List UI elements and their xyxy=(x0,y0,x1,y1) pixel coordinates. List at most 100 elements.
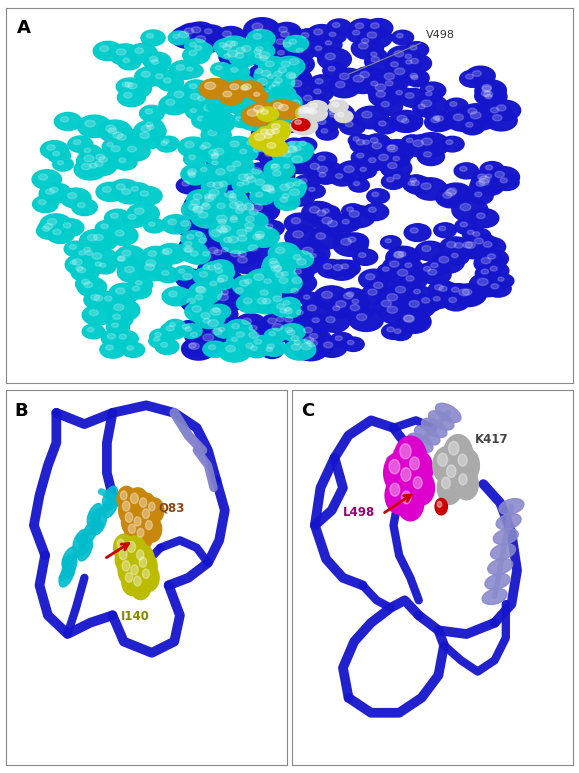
Circle shape xyxy=(113,155,137,170)
Circle shape xyxy=(368,207,376,213)
Circle shape xyxy=(353,137,359,141)
Circle shape xyxy=(387,294,398,301)
Circle shape xyxy=(490,266,497,271)
Circle shape xyxy=(481,250,508,267)
Circle shape xyxy=(213,177,240,195)
Circle shape xyxy=(288,265,314,282)
Ellipse shape xyxy=(496,513,521,530)
Circle shape xyxy=(173,34,179,39)
Circle shape xyxy=(446,250,469,265)
Circle shape xyxy=(439,257,449,263)
Circle shape xyxy=(219,45,254,68)
Ellipse shape xyxy=(91,512,107,535)
Circle shape xyxy=(140,498,146,507)
Circle shape xyxy=(467,230,474,234)
Circle shape xyxy=(176,177,201,194)
Circle shape xyxy=(196,164,218,179)
Ellipse shape xyxy=(482,588,507,604)
Circle shape xyxy=(379,288,415,312)
Circle shape xyxy=(84,290,113,310)
Circle shape xyxy=(468,228,491,243)
Circle shape xyxy=(61,188,91,208)
Circle shape xyxy=(203,203,209,206)
Circle shape xyxy=(366,49,387,63)
Circle shape xyxy=(168,291,177,297)
Circle shape xyxy=(318,156,325,161)
Circle shape xyxy=(355,23,364,29)
Circle shape xyxy=(493,114,502,121)
Circle shape xyxy=(187,189,215,209)
Circle shape xyxy=(356,35,380,51)
Circle shape xyxy=(215,66,222,70)
Circle shape xyxy=(182,324,189,329)
Circle shape xyxy=(106,299,140,322)
Circle shape xyxy=(247,29,275,48)
Circle shape xyxy=(187,298,195,304)
Circle shape xyxy=(474,238,483,244)
Circle shape xyxy=(455,243,463,248)
Circle shape xyxy=(390,62,398,67)
Circle shape xyxy=(221,226,231,232)
Circle shape xyxy=(117,539,124,549)
Circle shape xyxy=(278,298,301,312)
Circle shape xyxy=(266,107,285,120)
Circle shape xyxy=(142,121,164,137)
Circle shape xyxy=(384,452,415,493)
Circle shape xyxy=(98,120,132,142)
Circle shape xyxy=(251,90,268,102)
Circle shape xyxy=(263,186,286,200)
Circle shape xyxy=(240,224,262,239)
Circle shape xyxy=(227,165,235,171)
Circle shape xyxy=(277,317,284,322)
Circle shape xyxy=(248,102,278,121)
Circle shape xyxy=(268,67,295,85)
Circle shape xyxy=(353,75,364,82)
Circle shape xyxy=(190,228,214,244)
Circle shape xyxy=(209,220,242,243)
Circle shape xyxy=(254,148,261,152)
Circle shape xyxy=(230,141,239,147)
Circle shape xyxy=(263,140,288,156)
Circle shape xyxy=(131,565,138,575)
Circle shape xyxy=(328,66,335,71)
Circle shape xyxy=(65,254,97,275)
Circle shape xyxy=(99,292,124,309)
Circle shape xyxy=(251,99,273,114)
Circle shape xyxy=(267,74,273,79)
Circle shape xyxy=(122,210,148,227)
Circle shape xyxy=(291,218,301,224)
Circle shape xyxy=(94,161,103,167)
Circle shape xyxy=(208,194,216,199)
Circle shape xyxy=(372,192,379,196)
Circle shape xyxy=(396,310,431,333)
Circle shape xyxy=(442,458,469,495)
Circle shape xyxy=(256,234,264,239)
Circle shape xyxy=(210,281,217,286)
Circle shape xyxy=(214,324,234,338)
Circle shape xyxy=(88,157,117,175)
Circle shape xyxy=(274,78,283,83)
Circle shape xyxy=(228,237,238,243)
Circle shape xyxy=(349,210,359,217)
Circle shape xyxy=(273,106,298,123)
Circle shape xyxy=(379,121,386,126)
Circle shape xyxy=(284,339,316,360)
Circle shape xyxy=(468,233,497,253)
Circle shape xyxy=(196,100,229,121)
Circle shape xyxy=(190,94,200,100)
Circle shape xyxy=(453,114,463,121)
Circle shape xyxy=(266,108,277,115)
Circle shape xyxy=(400,271,427,290)
Circle shape xyxy=(195,36,206,43)
Circle shape xyxy=(113,304,124,311)
Circle shape xyxy=(424,113,453,131)
Circle shape xyxy=(186,105,207,119)
Circle shape xyxy=(109,283,140,304)
Circle shape xyxy=(248,335,274,352)
Circle shape xyxy=(403,178,425,192)
Circle shape xyxy=(145,498,164,523)
Circle shape xyxy=(189,50,197,56)
Circle shape xyxy=(387,327,394,332)
Circle shape xyxy=(145,520,152,530)
Ellipse shape xyxy=(386,456,412,475)
